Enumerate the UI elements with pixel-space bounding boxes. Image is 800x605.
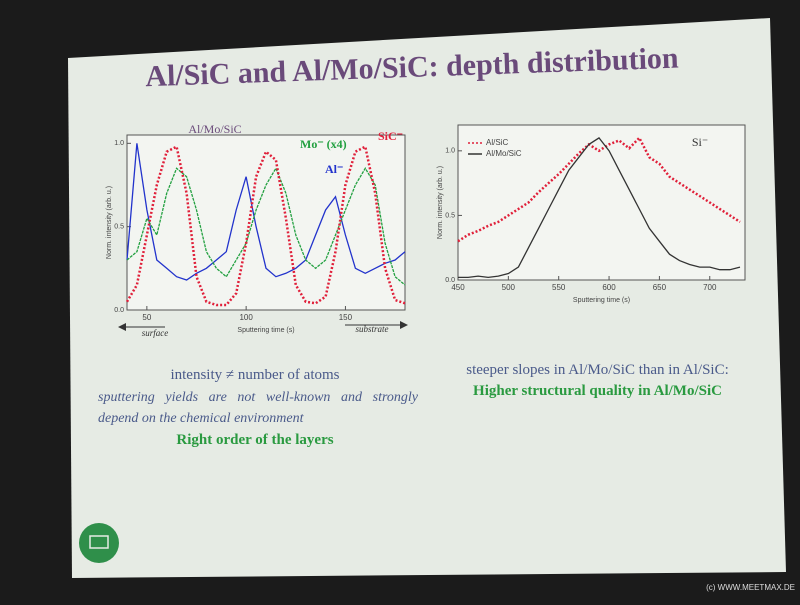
x-tick-label: 450 (451, 283, 465, 292)
legend-label: Al/SiC (486, 138, 508, 147)
x-axis-label: Sputtering time (s) (237, 327, 294, 334)
annotation: Si⁻ (692, 135, 708, 149)
x-tick-label: 150 (339, 313, 353, 322)
logo-mark (89, 535, 109, 549)
annotation: substrate (355, 324, 388, 334)
plot-frame (457, 124, 746, 281)
x-tick-label: 650 (653, 283, 667, 292)
x-axis-label: Sputtering time (s) (573, 297, 630, 304)
right-text: Higher structural quality in Al/Mo/SiC (473, 383, 722, 399)
x-tick-label: 700 (703, 283, 717, 292)
series-line (126, 166, 406, 286)
y-tick-label: 1.0 (445, 148, 455, 155)
y-tick-label: 0.5 (114, 224, 124, 231)
logo (79, 523, 119, 563)
y-tick-label: 0.0 (445, 277, 455, 284)
y-axis-label: Norm. intensity (arb. u.) (106, 186, 113, 259)
series-label: Al⁻ (325, 162, 343, 176)
x-tick-label: 500 (502, 283, 516, 292)
series-line (457, 135, 741, 243)
annotation: surface (142, 328, 169, 338)
y-tick-label: 0.0 (114, 307, 124, 314)
left-text: Right order of the layers (176, 432, 334, 448)
legend-label: Al/Mo/SiC (486, 149, 522, 158)
y-tick-label: 0.5 (445, 212, 455, 219)
series-label: Mo⁻ (x4) (300, 137, 347, 151)
x-tick-label: 600 (602, 283, 616, 292)
arrow-head (118, 323, 126, 331)
x-tick-label: 550 (552, 283, 566, 292)
left-text: sputtering yields are not well-known and… (98, 390, 418, 426)
plot-frame (126, 134, 406, 311)
right-text: steeper slopes in Al/Mo/SiC than in Al/S… (466, 362, 729, 378)
series-line (458, 137, 741, 279)
y-tick-label: 1.0 (114, 140, 124, 147)
series-line (126, 143, 406, 281)
left-text: intensity ≠ number of atoms (170, 367, 340, 383)
arrow-head (400, 321, 408, 329)
series-label: SiC⁻ (378, 129, 403, 143)
y-axis-label: Norm. intensity (arb. u.) (437, 166, 444, 239)
annotation: Al/Mo/SiC (188, 122, 241, 136)
x-tick-label: 50 (142, 313, 151, 322)
x-tick-label: 100 (239, 313, 253, 322)
footer: (c) WWW.MEETMAX.DE (706, 583, 795, 592)
